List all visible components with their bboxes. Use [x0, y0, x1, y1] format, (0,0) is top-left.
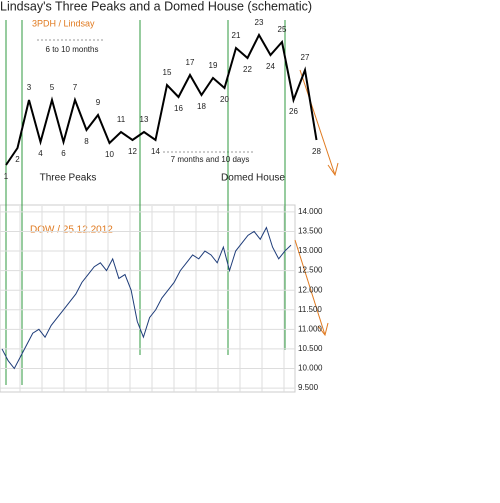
point-label: 15: [163, 68, 172, 77]
dow-title: DOW / 25.12.2012: [30, 225, 113, 236]
y-tick-label: 13.500: [298, 227, 323, 236]
point-label: 22: [243, 65, 252, 74]
point-label: 17: [186, 58, 195, 67]
point-label: 11: [117, 115, 126, 124]
point-label: 24: [266, 62, 275, 71]
annotation: Three Peaks: [40, 173, 97, 184]
annotation: 6 to 10 months: [46, 45, 99, 54]
point-label: 4: [38, 149, 43, 158]
point-label: 9: [96, 98, 101, 107]
point-label: 25: [278, 25, 287, 34]
y-tick-label: 14.000: [298, 207, 323, 216]
point-label: 2: [15, 155, 20, 164]
point-label: 6: [61, 149, 66, 158]
subtitle: 3PDH / Lindsay: [32, 18, 95, 28]
dow-line: [1, 226, 292, 370]
point-label: 13: [140, 115, 149, 124]
point-label: 10: [105, 150, 114, 159]
y-tick-label: 11.000: [298, 324, 322, 333]
point-label: 5: [50, 83, 55, 92]
point-label: 20: [220, 95, 229, 104]
annotation: Domed House: [221, 173, 285, 184]
point-label: 27: [301, 53, 310, 62]
arrows: [294, 69, 339, 337]
y-tick-label: 13.000: [298, 246, 323, 255]
y-tick-label: 9.500: [298, 383, 319, 392]
point-label: 3: [27, 83, 32, 92]
point-label: 26: [289, 107, 298, 116]
y-tick-label: 12.000: [298, 285, 323, 294]
interval-lines: [37, 39, 255, 153]
point-label: 19: [209, 61, 218, 70]
point-label: 1: [4, 172, 9, 181]
y-tick-label: 12.500: [298, 266, 323, 275]
chart-title: Lindsay's Three Peaks and a Domed House …: [0, 0, 312, 13]
point-label: 14: [151, 147, 160, 156]
point-label: 12: [128, 147, 137, 156]
point-label: 23: [255, 18, 264, 27]
annotation: 7 months and 10 days: [171, 155, 250, 164]
schematic-line: [5, 32, 318, 166]
point-label: 7: [73, 83, 78, 92]
point-label: 18: [197, 102, 206, 111]
y-tick-label: 10.500: [298, 344, 323, 353]
dow-panel: [0, 204, 296, 393]
point-label: 28: [312, 147, 321, 156]
point-label: 8: [84, 137, 89, 146]
y-tick-label: 10.000: [298, 364, 323, 373]
point-label: 21: [232, 31, 241, 40]
point-label: 16: [174, 104, 183, 113]
y-tick-label: 11.500: [298, 305, 322, 314]
